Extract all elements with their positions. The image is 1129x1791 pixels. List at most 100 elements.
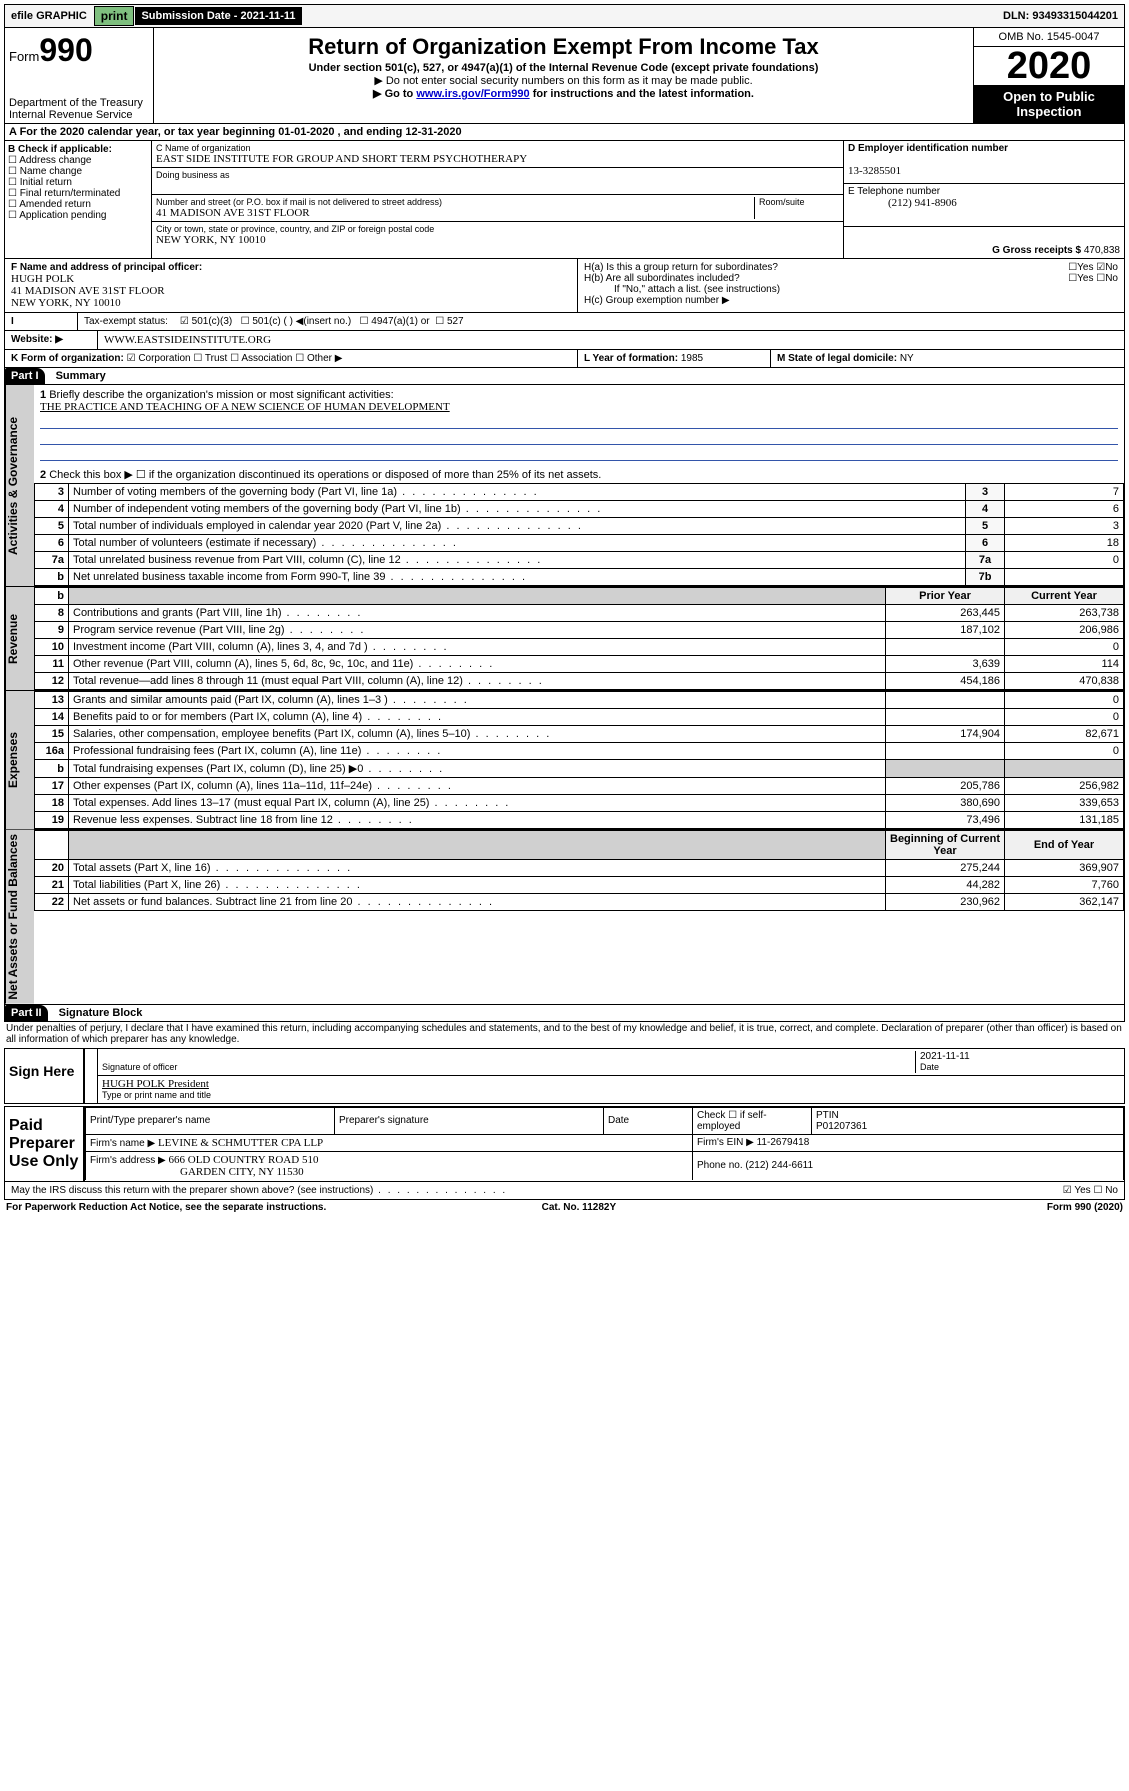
row-a-tax-year: A For the 2020 calendar year, or tax yea… bbox=[4, 124, 1125, 141]
firm-phone: (212) 244-6611 bbox=[745, 1160, 813, 1171]
city-label: City or town, state or province, country… bbox=[156, 224, 839, 234]
goto-post: for instructions and the latest informat… bbox=[530, 88, 754, 100]
street-label: Number and street (or P.O. box if mail i… bbox=[156, 197, 754, 207]
firm-ein-label: Firm's EIN ▶ bbox=[697, 1137, 754, 1148]
header-middle: Return of Organization Exempt From Incom… bbox=[154, 28, 973, 123]
tel-label: E Telephone number bbox=[848, 186, 940, 197]
domicile-state: NY bbox=[900, 353, 914, 364]
net-table: Beginning of Current YearEnd of Year 20T… bbox=[34, 830, 1124, 911]
preparer-block: Paid Preparer Use Only Print/Type prepar… bbox=[4, 1106, 1125, 1182]
tel-value: (212) 941-8906 bbox=[888, 197, 957, 209]
chk-amended[interactable]: Amended return bbox=[8, 199, 91, 210]
rev-table: bPrior YearCurrent Year 8Contributions a… bbox=[34, 587, 1124, 690]
col-b-label: B Check if applicable: bbox=[8, 144, 112, 155]
sig-date: 2021-11-11 bbox=[920, 1051, 970, 1062]
chk-corp[interactable]: Corporation bbox=[127, 353, 191, 364]
chk-trust[interactable]: Trust bbox=[193, 353, 227, 364]
part1-governance: Activities & Governance 1 Briefly descri… bbox=[4, 385, 1125, 587]
col-right: D Employer identification number 13-3285… bbox=[843, 141, 1124, 258]
chk-501c[interactable]: 501(c) ( ) ◀(insert no.) bbox=[241, 316, 352, 327]
website-label: Website: ▶ bbox=[11, 334, 63, 345]
goto-line: ▶ Go to www.irs.gov/Form990 for instruct… bbox=[158, 87, 969, 100]
dept-treasury: Department of the Treasury Internal Reve… bbox=[9, 97, 143, 121]
sig-name: HUGH POLK President bbox=[102, 1078, 209, 1090]
goto-pre: ▶ Go to bbox=[373, 88, 416, 100]
dln-label: DLN: 93493315044201 bbox=[997, 8, 1124, 24]
col-c: C Name of organization EAST SIDE INSTITU… bbox=[152, 141, 843, 258]
q1-text: Briefly describe the organization's miss… bbox=[49, 389, 393, 401]
sign-block: Sign Here Signature of officer 2021-11-1… bbox=[4, 1048, 1125, 1104]
gross-cell: G Gross receipts $ 470,838 bbox=[844, 227, 1124, 258]
tax-status-label: Tax-exempt status: bbox=[78, 313, 174, 330]
form-prefix: Form bbox=[9, 49, 39, 64]
sig-name-label: Type or print name and title bbox=[102, 1090, 211, 1100]
col-current: Current Year bbox=[1005, 588, 1124, 605]
form-header: Form990 Department of the Treasury Inter… bbox=[4, 28, 1125, 124]
org-name: EAST SIDE INSTITUTE FOR GROUP AND SHORT … bbox=[156, 153, 527, 165]
chk-4947[interactable]: 4947(a)(1) or bbox=[360, 316, 430, 327]
form-no: 990 bbox=[39, 32, 92, 68]
ha-label: H(a) Is this a group return for subordin… bbox=[584, 262, 778, 273]
q2-text: Check this box ▶ ☐ if the organization d… bbox=[49, 469, 601, 481]
firm-phone-label: Phone no. bbox=[697, 1160, 743, 1171]
chk-501c3[interactable]: 501(c)(3) bbox=[180, 316, 232, 327]
city-cell: City or town, state or province, country… bbox=[152, 222, 843, 248]
footer-left: For Paperwork Reduction Act Notice, see … bbox=[6, 1202, 326, 1213]
chk-527[interactable]: 527 bbox=[435, 316, 463, 327]
discuss-no[interactable]: No bbox=[1093, 1185, 1118, 1196]
form-subtitle: Under section 501(c), 527, or 4947(a)(1)… bbox=[158, 62, 969, 74]
firm-name: LEVINE & SCHMUTTER CPA LLP bbox=[158, 1137, 323, 1149]
officer-addr1: 41 MADISON AVE 31ST FLOOR bbox=[11, 285, 165, 297]
side-governance: Activities & Governance bbox=[5, 385, 34, 586]
row-f-h: F Name and address of principal officer:… bbox=[4, 259, 1125, 313]
identity-block: B Check if applicable: Address change Na… bbox=[4, 141, 1125, 259]
hb-note: If "No," attach a list. (see instruction… bbox=[584, 284, 1118, 295]
preparer-table: Print/Type preparer's name Preparer's si… bbox=[85, 1107, 1124, 1180]
prep-date-hdr: Date bbox=[604, 1107, 693, 1134]
efile-label: efile GRAPHIC bbox=[5, 8, 93, 24]
print-button[interactable]: print bbox=[94, 6, 135, 26]
tax-year: 2020 bbox=[974, 47, 1124, 85]
website-url[interactable]: WWW.EASTSIDEINSTITUTE.ORG bbox=[98, 331, 277, 349]
domicile-label: M State of legal domicile: bbox=[777, 353, 897, 364]
sig-officer-label: Signature of officer bbox=[102, 1062, 177, 1072]
part2-title: Signature Block bbox=[51, 1007, 143, 1019]
group-return: H(a) Is this a group return for subordin… bbox=[578, 259, 1124, 312]
discuss-yes[interactable]: Yes bbox=[1063, 1185, 1091, 1196]
part2-header-row: Part II Signature Block bbox=[4, 1005, 1125, 1022]
exp-table: 13Grants and similar amounts paid (Part … bbox=[34, 691, 1124, 829]
form-org-label: K Form of organization: bbox=[11, 353, 124, 364]
chk-application-pending[interactable]: Application pending bbox=[8, 210, 107, 221]
officer-addr2: NEW YORK, NY 10010 bbox=[11, 297, 121, 309]
year-formation: 1985 bbox=[681, 353, 703, 364]
chk-other[interactable]: Other ▶ bbox=[295, 353, 342, 364]
chk-address-change[interactable]: Address change bbox=[8, 155, 91, 166]
perjury-declaration: Under penalties of perjury, I declare th… bbox=[4, 1022, 1125, 1046]
chk-final-return[interactable]: Final return/terminated bbox=[8, 188, 120, 199]
room-label: Room/suite bbox=[759, 197, 839, 207]
prep-selfemp[interactable]: Check ☐ if self-employed bbox=[693, 1107, 812, 1134]
ssn-warning: ▶ Do not enter social security numbers o… bbox=[158, 74, 969, 87]
part1-badge: Part I bbox=[5, 368, 45, 384]
header-right: OMB No. 1545-0047 2020 Open to Public In… bbox=[973, 28, 1124, 123]
col-prior: Prior Year bbox=[886, 588, 1005, 605]
officer-label: F Name and address of principal officer: bbox=[11, 262, 202, 273]
part2-badge: Part II bbox=[5, 1005, 48, 1021]
city-state-zip: NEW YORK, NY 10010 bbox=[156, 234, 266, 246]
firm-addr-label: Firm's address ▶ bbox=[90, 1155, 166, 1166]
chk-initial-return[interactable]: Initial return bbox=[8, 177, 72, 188]
chk-name-change[interactable]: Name change bbox=[8, 166, 82, 177]
paid-preparer-label: Paid Preparer Use Only bbox=[5, 1107, 85, 1181]
side-expenses: Expenses bbox=[5, 691, 34, 829]
col-b-checkboxes: B Check if applicable: Address change Na… bbox=[5, 141, 152, 258]
part1-expenses: Expenses 13Grants and similar amounts pa… bbox=[4, 691, 1125, 830]
firm-addr2: GARDEN CITY, NY 11530 bbox=[180, 1166, 304, 1178]
firm-addr1: 666 OLD COUNTRY ROAD 510 bbox=[169, 1154, 319, 1166]
chk-assoc[interactable]: Association bbox=[230, 353, 292, 364]
principal-officer: F Name and address of principal officer:… bbox=[5, 259, 578, 312]
irs-link[interactable]: www.irs.gov/Form990 bbox=[416, 88, 529, 100]
part1-title: Summary bbox=[48, 370, 106, 382]
org-name-cell: C Name of organization EAST SIDE INSTITU… bbox=[152, 141, 843, 168]
ptin-label: PTIN bbox=[816, 1110, 839, 1121]
footer-right: Form 990 (2020) bbox=[1047, 1202, 1123, 1213]
